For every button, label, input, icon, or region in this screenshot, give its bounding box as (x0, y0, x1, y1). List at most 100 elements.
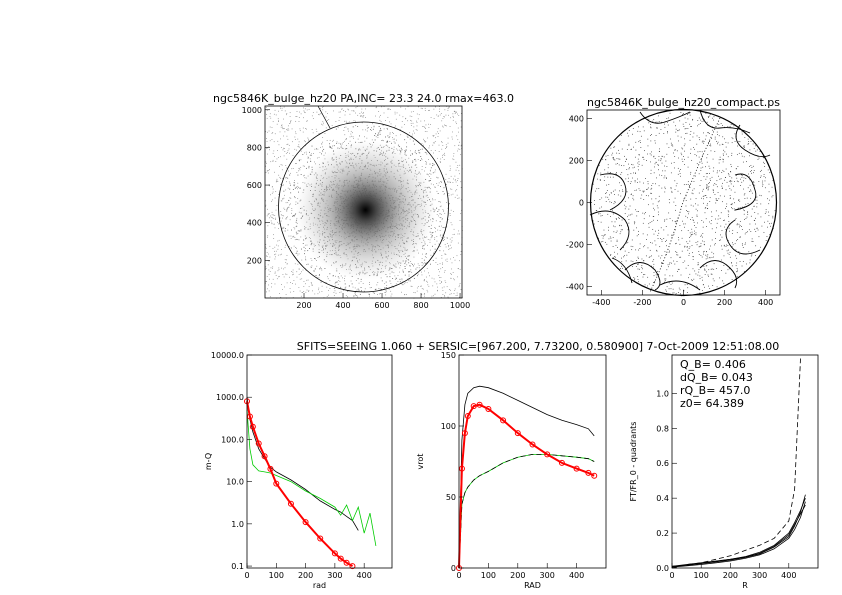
pixel (442, 227, 444, 229)
pixel (424, 270, 425, 272)
pixel (266, 256, 268, 257)
dot (732, 229, 734, 231)
pixel (452, 193, 454, 195)
dot (731, 202, 733, 204)
pixel (320, 146, 321, 148)
dot (643, 156, 644, 158)
pixel (338, 277, 340, 279)
dot (660, 257, 661, 259)
pixel (351, 283, 353, 285)
pixel (414, 158, 416, 160)
pixel (410, 111, 412, 113)
pixel (408, 275, 410, 277)
dot (679, 225, 681, 226)
pixel (416, 287, 418, 289)
pixel (435, 257, 437, 259)
dot (722, 125, 723, 126)
pixel (276, 278, 278, 280)
pixel (318, 274, 320, 276)
pixel (343, 120, 345, 122)
pixel (275, 217, 277, 219)
dot (697, 286, 698, 288)
dot (638, 234, 639, 235)
pixel (441, 141, 443, 142)
pixel (272, 248, 274, 249)
dot (599, 213, 601, 215)
dot (675, 242, 677, 244)
pixel (396, 112, 398, 114)
dot (742, 261, 744, 263)
dot (716, 186, 718, 188)
pixel (321, 269, 323, 271)
pixel (311, 155, 312, 156)
pixel (329, 143, 331, 145)
pixel (285, 273, 287, 275)
pixel (292, 215, 293, 217)
pixel (429, 241, 431, 243)
pixel (445, 254, 447, 255)
dot (659, 174, 660, 176)
pixel (380, 129, 382, 131)
pixel (436, 214, 438, 215)
dot (612, 152, 614, 154)
pixel (292, 282, 293, 284)
rmax-circle (278, 121, 449, 293)
pixel (409, 138, 411, 140)
pixel (296, 116, 298, 117)
pixel (450, 278, 452, 279)
pixel (290, 122, 291, 124)
dot (671, 190, 673, 192)
dot (598, 165, 600, 166)
dot (645, 194, 647, 196)
pixel (331, 125, 333, 126)
dot (712, 190, 714, 192)
pixel (274, 133, 276, 135)
pixel (386, 140, 388, 142)
dot (702, 233, 704, 234)
pixel (284, 209, 286, 210)
dot (597, 173, 599, 175)
pixel (381, 280, 383, 282)
dot (658, 273, 660, 275)
pixel (435, 220, 437, 222)
dot (735, 249, 737, 251)
pixel (385, 120, 386, 121)
pixel (461, 209, 462, 211)
pixel (301, 271, 302, 273)
pixel (283, 190, 285, 192)
pixel (404, 139, 406, 141)
pixel (407, 271, 409, 273)
pixel (429, 145, 430, 147)
pixel (438, 271, 440, 273)
dot (743, 213, 745, 215)
dot (704, 286, 705, 288)
pixel (298, 141, 300, 143)
pixel (440, 162, 441, 163)
dot (651, 255, 652, 257)
pixel (384, 283, 386, 285)
dot (698, 117, 700, 119)
dot (697, 222, 698, 224)
pixel (460, 120, 462, 122)
dot (706, 197, 708, 199)
pixel (350, 280, 352, 282)
pixel (296, 238, 298, 240)
dot (689, 273, 691, 275)
dot (704, 269, 706, 271)
dot (754, 212, 756, 213)
pixel (458, 144, 460, 146)
dot (597, 178, 598, 180)
pixel (429, 275, 430, 277)
pixel (272, 191, 274, 193)
pixel (285, 165, 287, 166)
pixel (395, 118, 397, 120)
dot (727, 269, 729, 271)
pixel (409, 271, 411, 273)
pixel (426, 161, 428, 163)
pixel (278, 165, 280, 167)
pixel (269, 113, 271, 115)
pixel (279, 254, 281, 256)
pixel (366, 130, 368, 132)
pixel (365, 108, 366, 110)
pixel (358, 289, 360, 291)
